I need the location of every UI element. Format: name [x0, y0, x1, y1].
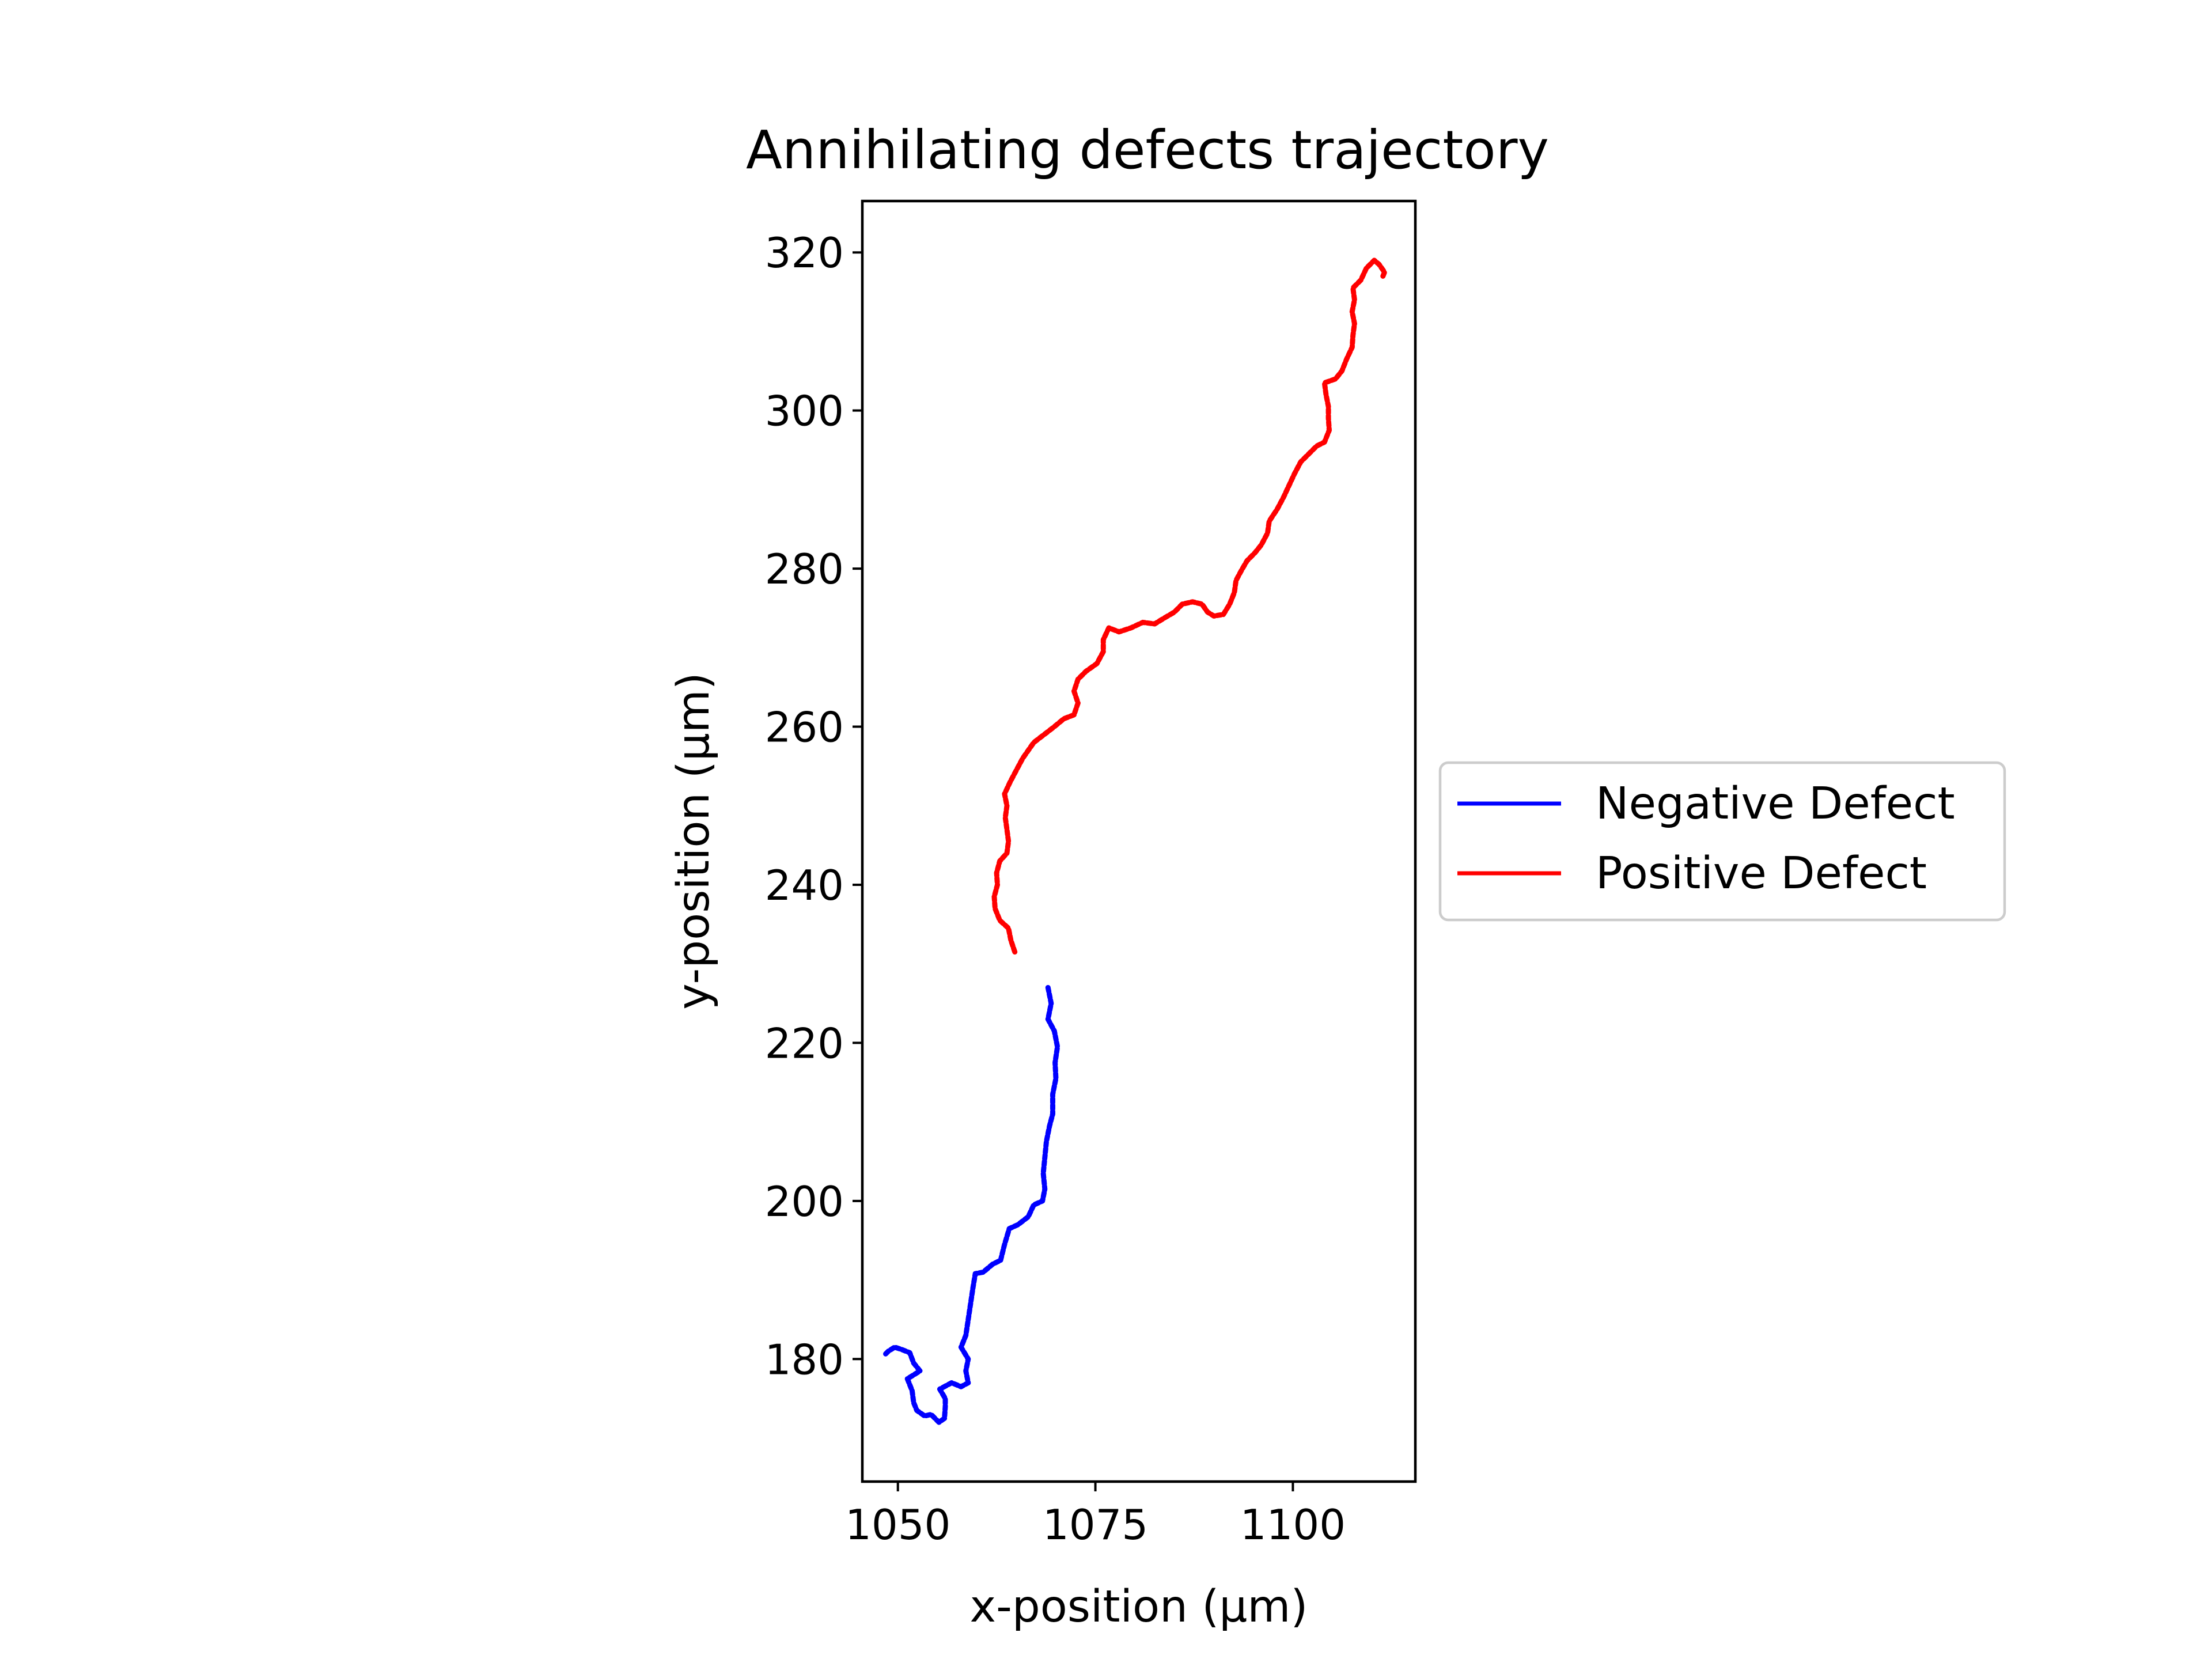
y-tick-label: 200	[765, 1177, 844, 1226]
legend-frame	[1438, 761, 2006, 922]
x-tick-label: 1075	[1043, 1501, 1148, 1549]
y-tick-label: 280	[765, 545, 844, 593]
legend-label-negative: Negative Defect	[1596, 778, 1955, 830]
x-tick-label: 1050	[845, 1501, 950, 1549]
y-tick-label: 220	[765, 1019, 844, 1067]
positive-defect-trajectory	[991, 257, 1387, 955]
y-tick-label: 240	[765, 861, 844, 910]
y-tick-label: 300	[765, 387, 844, 435]
x-tick-label: 1100	[1240, 1501, 1346, 1549]
ticks-layer: 1050 1075 1100 180 200 220 240 260 280 300 320	[765, 229, 1346, 1549]
y-tick-label: 320	[765, 229, 844, 277]
x-axis-label: x-position (µm)	[970, 1581, 1308, 1633]
y-tick-label: 180	[765, 1335, 844, 1384]
negative-defect-trajectory	[881, 984, 1060, 1425]
legend-label-positive: Positive Defect	[1596, 848, 1927, 899]
legend: Negative Defect Positive Defect	[1438, 761, 2006, 922]
series-layer	[881, 257, 1387, 1425]
plot-frame	[861, 199, 1417, 1483]
y-axis-label: y-position (µm)	[668, 672, 719, 1010]
chart-title: Annihilating defects trajectory	[746, 119, 1549, 181]
y-tick-label: 260	[765, 703, 844, 752]
